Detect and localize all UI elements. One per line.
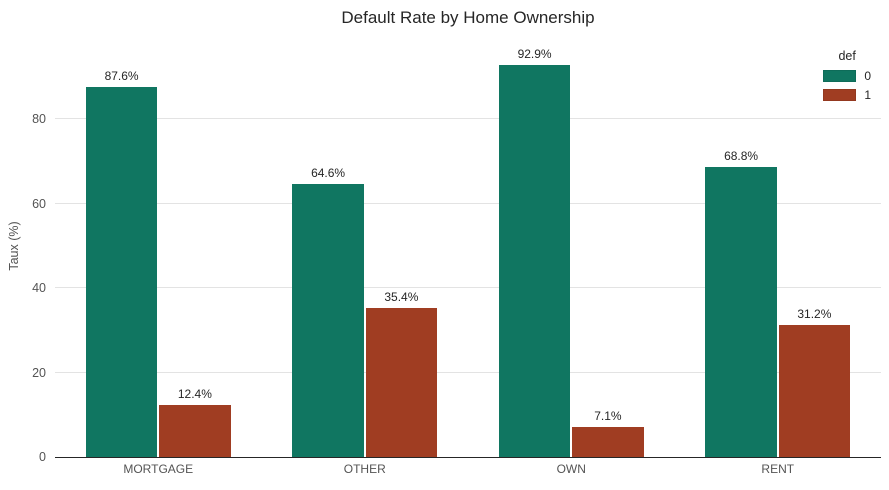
x-tick-label-rent: RENT bbox=[761, 462, 795, 476]
y-tick-label-60: 60 bbox=[32, 196, 46, 211]
legend-item-def1: 1 bbox=[823, 88, 871, 102]
bar-value-label-mortgage-def1: 12.4% bbox=[177, 386, 212, 401]
plot-area: 87.6% 12.4% 64.6% 35.4% 92.9% 7.1% 68.8% 31.2% bbox=[55, 35, 881, 458]
legend-label-def0: 0 bbox=[864, 69, 871, 83]
y-tick-label-40: 40 bbox=[32, 281, 46, 296]
bar-col-other-def0: 64.6% bbox=[291, 35, 364, 457]
bar-col-rent-def0: 68.8% bbox=[704, 35, 777, 457]
bar-rent-def0 bbox=[705, 166, 777, 457]
bar-mortgage-def1 bbox=[159, 404, 231, 457]
bar-value-label-other-def0: 64.6% bbox=[311, 166, 346, 181]
bar-value-label-other-def1: 35.4% bbox=[384, 289, 419, 304]
legend-title: def bbox=[838, 49, 856, 63]
x-tick-label-own: OWN bbox=[556, 462, 586, 476]
bar-group-rent: 68.8% 31.2% bbox=[675, 35, 882, 457]
bar-value-label-own-def1: 7.1% bbox=[594, 409, 622, 424]
bar-group-mortgage: 87.6% 12.4% bbox=[55, 35, 262, 457]
x-tick-label-other: OTHER bbox=[343, 462, 386, 476]
bar-groups: 87.6% 12.4% 64.6% 35.4% 92.9% 7.1% 68.8% 31.2% bbox=[55, 35, 881, 457]
y-tick-label-0: 0 bbox=[39, 450, 46, 464]
bar-col-mortgage-def1: 12.4% bbox=[158, 35, 231, 457]
y-tick-label-20: 20 bbox=[32, 365, 46, 380]
bar-value-label-rent-def0: 68.8% bbox=[724, 148, 759, 163]
bar-other-def1 bbox=[365, 307, 438, 457]
x-axis-ticks: MORTGAGE OTHER OWN RENT bbox=[55, 462, 881, 476]
bar-value-label-mortgage-def0: 87.6% bbox=[104, 69, 139, 84]
bar-col-other-def1: 35.4% bbox=[365, 35, 438, 457]
gridline-40 bbox=[55, 287, 881, 289]
legend: def 0 1 bbox=[823, 49, 871, 102]
bar-mortgage-def0 bbox=[85, 87, 158, 457]
bar-col-own-def1: 7.1% bbox=[571, 35, 644, 457]
bar-own-def1 bbox=[572, 427, 644, 457]
y-axis-ticks: 0 20 40 60 80 bbox=[0, 35, 46, 464]
bar-rent-def1 bbox=[778, 325, 851, 457]
bar-col-own-def0: 92.9% bbox=[498, 35, 571, 457]
y-tick-label-80: 80 bbox=[32, 112, 46, 127]
bar-col-rent-def1: 31.2% bbox=[778, 35, 851, 457]
legend-swatch-def1 bbox=[823, 89, 857, 101]
bar-group-own: 92.9% 7.1% bbox=[468, 35, 675, 457]
x-tick-label-mortgage: MORTGAGE bbox=[123, 462, 194, 476]
bar-group-other: 64.6% 35.4% bbox=[262, 35, 469, 457]
bar-own-def0 bbox=[498, 64, 571, 457]
bar-value-label-own-def0: 92.9% bbox=[517, 46, 552, 61]
legend-swatch-def0 bbox=[823, 70, 857, 82]
bar-value-label-rent-def1: 31.2% bbox=[797, 307, 832, 322]
legend-item-def0: 0 bbox=[823, 69, 871, 83]
bar-col-mortgage-def0: 87.6% bbox=[85, 35, 158, 457]
chart-title: Default Rate by Home Ownership bbox=[341, 8, 595, 27]
gridline-60 bbox=[55, 202, 881, 204]
bar-other-def0 bbox=[292, 184, 364, 457]
gridline-80 bbox=[55, 118, 881, 120]
gridline-20 bbox=[55, 371, 881, 373]
legend-label-def1: 1 bbox=[864, 88, 871, 102]
